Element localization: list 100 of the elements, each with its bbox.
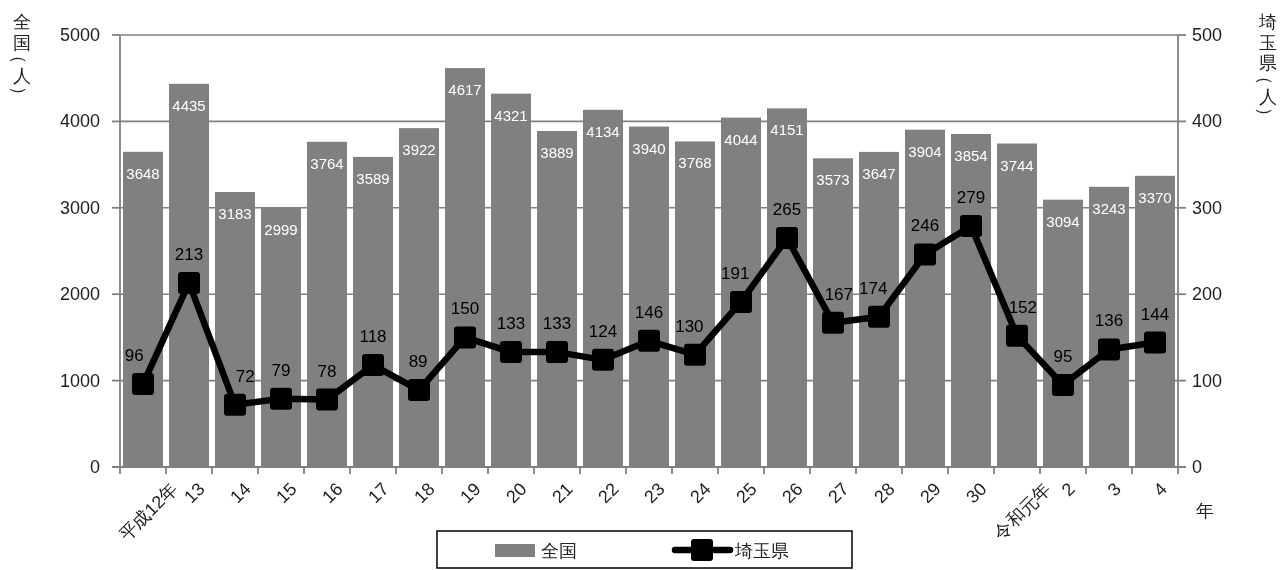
data-label: 130 (675, 316, 704, 336)
x-tick-label: 27 (824, 478, 853, 508)
x-tick-label: 29 (916, 478, 945, 508)
data-label: 167 (824, 284, 853, 304)
x-tick-label: 26 (778, 478, 807, 508)
data-label: 213 (174, 244, 204, 264)
point (270, 387, 292, 410)
data-label: 3589 (356, 169, 390, 187)
data-label: 3940 (632, 139, 666, 157)
data-label: 3648 (126, 164, 160, 182)
x-tick-label: 2 (1057, 478, 1080, 500)
data-label: 152 (1008, 297, 1037, 317)
data-label: 265 (772, 200, 802, 220)
data-label: 3647 (862, 164, 896, 182)
data-label: 174 (859, 278, 888, 298)
y2-tick-label: 500 (1192, 25, 1223, 45)
data-label: 3922 (402, 141, 436, 159)
data-label: 124 (588, 321, 618, 341)
data-label: 3764 (310, 154, 344, 172)
data-label: 133 (542, 314, 572, 334)
data-label: 150 (450, 299, 480, 319)
data-label: 89 (408, 352, 428, 372)
data-label: 144 (1140, 304, 1170, 324)
x-tick-label: 22 (594, 478, 623, 508)
point (1144, 331, 1166, 354)
data-label: 3768 (678, 154, 712, 172)
x-tick-label: 21 (548, 478, 577, 508)
data-label: 3889 (540, 143, 574, 161)
x-tick-label: 17 (364, 478, 393, 508)
y-axis-title: 全国（人） (9, 11, 31, 104)
x-tick-label: 30 (962, 478, 991, 508)
x-tick-label: 13 (180, 478, 209, 508)
data-label: 3094 (1046, 212, 1080, 230)
data-label: 4151 (770, 121, 804, 139)
data-label: 4321 (494, 106, 528, 124)
data-label: 3370 (1138, 188, 1172, 206)
point (224, 393, 246, 416)
data-label: 72 (235, 366, 255, 386)
x-tick-label: 15 (272, 478, 301, 508)
y-tick-label: 5000 (59, 25, 100, 45)
data-label: 4134 (586, 122, 620, 140)
point (132, 373, 154, 396)
point (684, 343, 706, 366)
data-label: 78 (317, 361, 337, 381)
point (914, 243, 936, 266)
x-tick-label: 19 (456, 478, 485, 508)
data-label: 4044 (724, 130, 758, 148)
data-label: 2999 (264, 220, 298, 238)
point (822, 311, 844, 334)
point (592, 348, 614, 371)
data-label: 95 (1053, 346, 1073, 366)
data-label: 146 (634, 302, 664, 322)
y2-tick-label: 400 (1192, 111, 1223, 132)
data-label: 4617 (448, 81, 482, 99)
data-label: 3183 (218, 204, 252, 222)
data-label: 79 (271, 360, 291, 380)
point (868, 305, 890, 328)
y-tick-label: 1000 (59, 370, 100, 391)
legend-label: 埼玉県 (734, 541, 789, 561)
y-tick-label: 4000 (59, 111, 100, 132)
x-axis-title: 年 (1196, 501, 1214, 521)
legend-label: 全国 (541, 541, 577, 561)
data-label: 3243 (1092, 199, 1126, 217)
point (730, 290, 752, 313)
y2-tick-label: 100 (1192, 370, 1223, 391)
x-tick-label: 18 (410, 478, 439, 508)
x-tick-label: 3 (1103, 478, 1126, 500)
y-tick-label: 2000 (59, 284, 100, 305)
x-tick-label: 16 (318, 478, 347, 508)
data-label: 133 (496, 314, 526, 334)
y2-axis-title: 埼玉県（人） (1255, 11, 1277, 125)
data-label: 3904 (908, 142, 942, 160)
point (638, 329, 660, 352)
x-tick-label: 24 (686, 478, 715, 508)
y2-tick-label: 200 (1192, 284, 1223, 305)
point (454, 326, 476, 349)
point (362, 354, 384, 377)
point (1098, 338, 1120, 361)
x-tick-label: 23 (640, 478, 669, 508)
point (178, 271, 200, 294)
y-tick-label: 0 (89, 457, 100, 477)
data-label: 3573 (816, 171, 850, 189)
x-tick-label: 20 (502, 478, 531, 508)
point (546, 341, 568, 364)
point (408, 379, 430, 402)
data-label: 96 (124, 346, 144, 366)
x-tick-label: 25 (732, 478, 761, 508)
point (776, 227, 798, 250)
point (1006, 324, 1028, 347)
data-label: 246 (910, 216, 940, 236)
point (316, 388, 338, 411)
point (1052, 373, 1074, 396)
x-tick-label: 4 (1149, 478, 1172, 500)
data-label: 136 (1094, 311, 1124, 331)
data-label: 3854 (954, 147, 988, 165)
x-tick-label: 28 (870, 478, 899, 508)
y-tick-label: 3000 (59, 197, 100, 218)
data-label: 3744 (1000, 156, 1034, 174)
data-label: 118 (359, 327, 387, 347)
point (960, 214, 982, 237)
